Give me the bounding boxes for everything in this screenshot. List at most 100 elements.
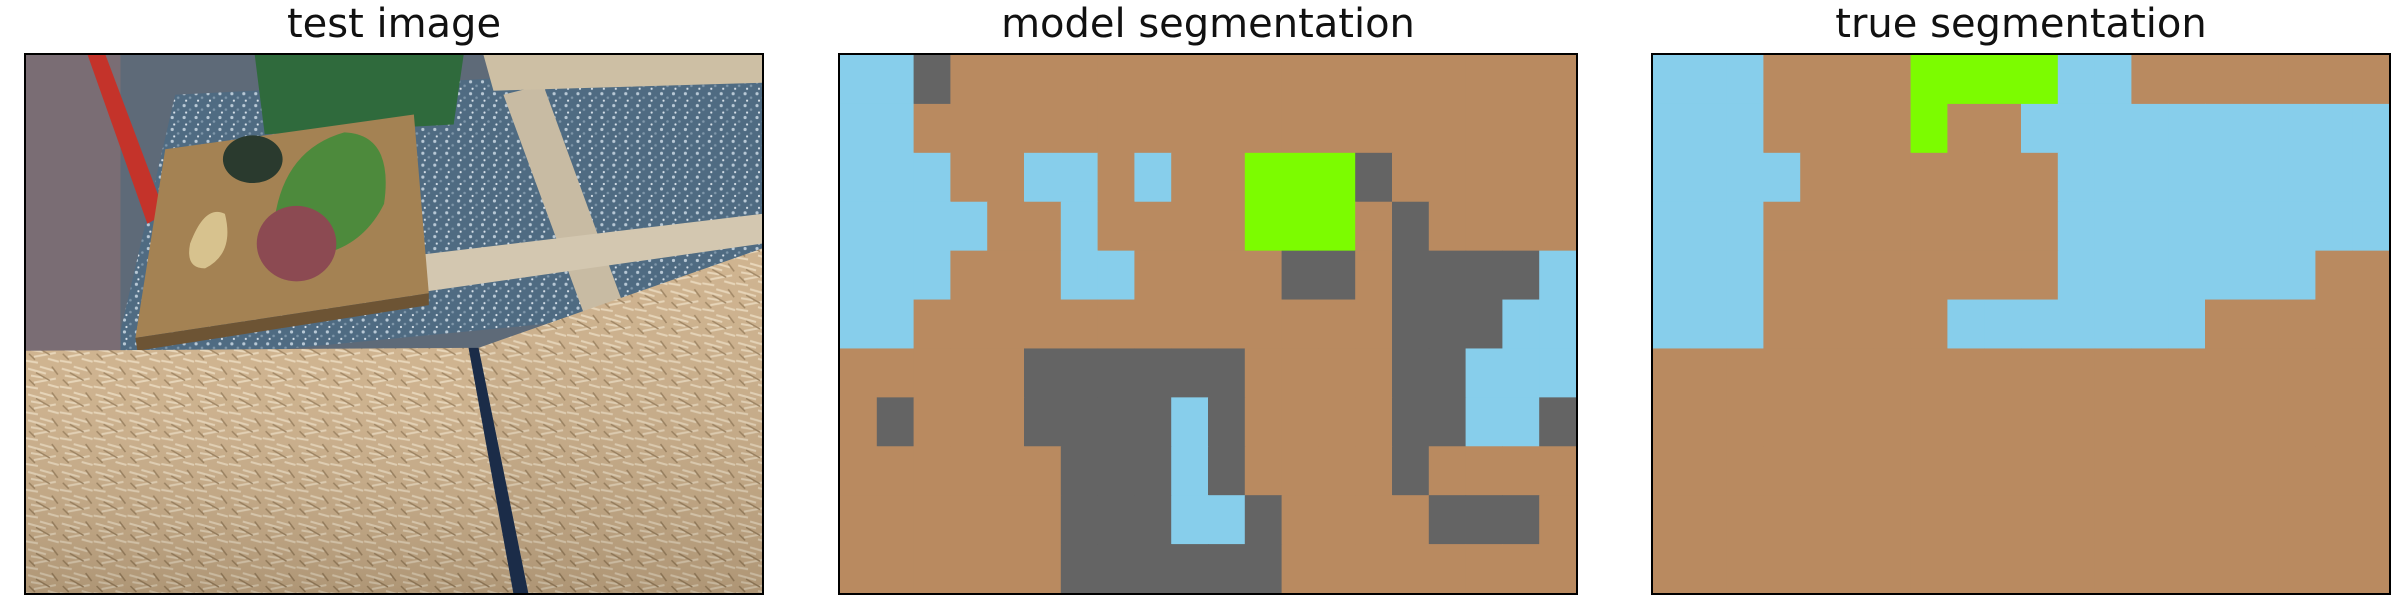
true-segmentation-title: true segmentation bbox=[1835, 1, 2207, 47]
model-segmentation-cell bbox=[1502, 152, 1540, 203]
true-segmentation-cell bbox=[2021, 250, 2059, 301]
true-segmentation-cell bbox=[2352, 299, 2389, 350]
model-segmentation-cell bbox=[1171, 55, 1209, 105]
model-segmentation-cell bbox=[1355, 55, 1393, 105]
true-segmentation-cell bbox=[1726, 103, 1764, 154]
model-segmentation-cell bbox=[1060, 446, 1099, 496]
model-segmentation-cell bbox=[1244, 495, 1283, 545]
model-segmentation-cell bbox=[1355, 103, 1393, 154]
model-segmentation-cell bbox=[1539, 152, 1576, 203]
model-segmentation-cell bbox=[1134, 348, 1172, 398]
model-segmentation-cell bbox=[1281, 348, 1319, 398]
model-segmentation-cell bbox=[950, 250, 988, 301]
model-segmentation-cell bbox=[1318, 299, 1356, 350]
true-segmentation-cell bbox=[2315, 446, 2353, 496]
true-segmentation-cell bbox=[1984, 544, 2022, 593]
true-segmentation-cell bbox=[2021, 348, 2059, 398]
model-segmentation-cell bbox=[987, 446, 1025, 496]
model-segmentation-cell bbox=[1465, 103, 1503, 154]
model-segmentation-cell bbox=[1097, 55, 1135, 105]
true-segmentation-cell bbox=[1726, 495, 1764, 545]
model-segmentation-cell bbox=[950, 201, 988, 252]
model-segmentation-cell bbox=[913, 495, 951, 545]
true-segmentation-cell bbox=[2315, 299, 2353, 350]
true-segmentation-cell bbox=[2241, 397, 2280, 447]
true-segmentation-cell bbox=[1726, 544, 1764, 593]
true-segmentation-cell bbox=[2241, 544, 2280, 593]
true-segmentation-cell bbox=[2315, 103, 2353, 154]
model-segmentation-cell bbox=[876, 544, 915, 593]
true-segmentation-cell bbox=[1726, 152, 1764, 203]
true-segmentation-cell bbox=[1910, 103, 1948, 154]
model-segmentation-cell bbox=[1024, 544, 1062, 593]
true-segmentation-cell bbox=[2057, 55, 2096, 105]
true-segmentation-cell bbox=[2315, 348, 2353, 398]
model-segmentation-cell bbox=[876, 397, 915, 447]
true-segmentation-cell bbox=[2205, 348, 2243, 398]
model-segmentation-cell bbox=[1060, 299, 1099, 350]
model-segmentation-cell bbox=[1539, 299, 1576, 350]
true-segmentation-cell bbox=[1763, 348, 1801, 398]
model-segmentation-cell bbox=[987, 544, 1025, 593]
model-segmentation-cell bbox=[1392, 495, 1430, 545]
true-segmentation-cell bbox=[1984, 397, 2022, 447]
model-segmentation-cell bbox=[1171, 495, 1209, 545]
model-segmentation-cell bbox=[1355, 544, 1393, 593]
true-segmentation-cell bbox=[2241, 495, 2280, 545]
true-segmentation-cell bbox=[1653, 348, 1691, 398]
model-segmentation-cell bbox=[840, 446, 878, 496]
model-segmentation-cell bbox=[1539, 446, 1576, 496]
model-segmentation-cell bbox=[1281, 103, 1319, 154]
true-segmentation-cell bbox=[2315, 152, 2353, 203]
model-segmentation-cell bbox=[1171, 446, 1209, 496]
model-segmentation-cell bbox=[1392, 544, 1430, 593]
model-segmentation-cell bbox=[1539, 495, 1576, 545]
model-segmentation-cell bbox=[1539, 201, 1576, 252]
true-segmentation-cell bbox=[1689, 201, 1728, 252]
true-segmentation-cell bbox=[2094, 152, 2132, 203]
true-segmentation-cell bbox=[1763, 544, 1801, 593]
true-segmentation-cell bbox=[2131, 250, 2169, 301]
model-segmentation-cell bbox=[1060, 152, 1099, 203]
true-segmentation-cell bbox=[2241, 201, 2280, 252]
true-segmentation-cell bbox=[1800, 250, 1838, 301]
true-segmentation-cell bbox=[2278, 152, 2316, 203]
model-segmentation-cell bbox=[1134, 152, 1172, 203]
model-segmentation-cell bbox=[950, 544, 988, 593]
model-segmentation-cell bbox=[1318, 446, 1356, 496]
true-segmentation-cell bbox=[1763, 103, 1801, 154]
model-segmentation-cell bbox=[1208, 348, 1246, 398]
true-segmentation-cell bbox=[1689, 348, 1728, 398]
test-image-title: test image bbox=[286, 1, 502, 47]
true-segmentation-cell bbox=[2352, 152, 2389, 203]
true-segmentation-cell bbox=[1689, 103, 1728, 154]
true-segmentation-cell bbox=[1837, 348, 1875, 398]
true-segmentation-cell bbox=[1763, 152, 1801, 203]
true-segmentation-cell bbox=[1800, 201, 1838, 252]
model-segmentation-cell bbox=[1392, 299, 1430, 350]
model-segmentation-cell bbox=[1060, 201, 1099, 252]
true-segmentation-cell bbox=[1800, 397, 1838, 447]
model-segmentation-cell bbox=[876, 103, 915, 154]
true-segmentation-cell bbox=[2168, 446, 2206, 496]
model-segmentation-cell bbox=[1318, 495, 1356, 545]
true-segmentation-cell bbox=[1947, 55, 1985, 105]
model-segmentation-cell bbox=[913, 544, 951, 593]
true-segmentation-cell bbox=[2168, 250, 2206, 301]
model-segmentation-cell bbox=[1244, 103, 1283, 154]
true-segmentation-cell bbox=[1653, 152, 1691, 203]
true-segmentation-cell bbox=[1910, 152, 1948, 203]
model-segmentation-cell bbox=[1465, 201, 1503, 252]
model-segmentation-cell bbox=[1318, 103, 1356, 154]
true-segmentation-cell bbox=[1726, 299, 1764, 350]
true-segmentation-cell bbox=[1984, 201, 2022, 252]
model-segmentation-cell bbox=[1281, 446, 1319, 496]
true-segmentation-cell bbox=[1873, 152, 1912, 203]
model-segmentation-cell bbox=[1502, 250, 1540, 301]
true-segmentation-cell bbox=[1653, 201, 1691, 252]
true-segmentation-cell bbox=[1689, 250, 1728, 301]
model-segmentation-cell bbox=[1171, 544, 1209, 593]
true-segmentation-cell bbox=[1947, 495, 1985, 545]
model-segmentation-cell bbox=[1097, 201, 1135, 252]
true-segmentation-cell bbox=[2352, 544, 2389, 593]
